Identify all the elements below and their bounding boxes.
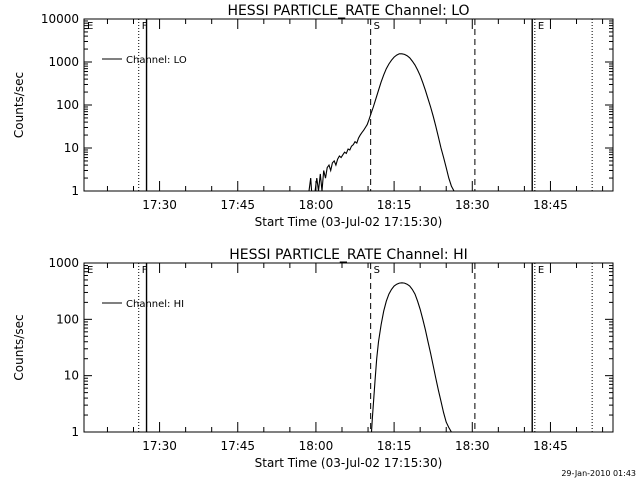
x-tick-label: 18:30 [455,198,490,212]
chart-panel-2: HESSI PARTICLE_RATE Channel: HI Counts/se… [12,247,614,470]
x-tick-label: 17:45 [220,198,255,212]
y-tick-label: 1000 [48,55,79,69]
plot-frame [83,262,614,433]
y-tick-label: 1 [71,425,79,439]
marker-label: F [142,265,148,276]
marker-label: E [538,265,544,276]
marker-label: S [374,265,380,276]
marker-label: E [87,265,93,276]
marker-label: S [374,21,380,32]
x-tick-label: 18:30 [455,439,490,453]
marker-label: F [142,21,148,32]
x-axis-label: Start Time (03-Jul-02 17:15:30) [255,215,443,229]
series-line [370,282,454,433]
y-tick-label: 1000 [48,256,79,270]
y-tick-label: 100 [56,312,79,326]
y-tick-label: 10 [64,369,79,383]
plot-frame [83,18,614,192]
x-tick-label: 18:15 [377,198,412,212]
legend-label: Channel: LO [126,55,187,66]
marker-label: E [538,21,544,32]
x-tick-label: 18:45 [533,439,568,453]
y-axis-label: Counts/sec [12,314,26,380]
chart-title: HESSI PARTICLE_RATE Channel: HI [229,247,467,263]
marker-label: E [87,21,93,32]
x-tick-label: 17:45 [220,439,255,453]
x-tick-label: 17:30 [142,439,177,453]
x-tick-label: 18:00 [299,439,334,453]
x-axis-label: Start Time (03-Jul-02 17:15:30) [255,456,443,470]
x-tick-label: 17:30 [142,198,177,212]
y-tick-label: 100 [56,98,79,112]
chart-panel-1: HESSI PARTICLE_RATE Channel: LO Counts/se… [12,3,614,229]
x-tick-label: 18:15 [377,439,412,453]
y-tick-label: 10000 [41,12,79,26]
x-tick-label: 18:45 [533,198,568,212]
series-line [308,53,457,192]
x-tick-label: 18:00 [299,198,334,212]
y-tick-label: 10 [64,141,79,155]
legend-label: Channel: HI [126,299,184,310]
timestamp-label: 29-Jan-2010 01:43 [561,469,636,478]
y-tick-label: 1 [71,184,79,198]
y-axis-label: Counts/sec [12,72,26,138]
chart-title: HESSI PARTICLE_RATE Channel: LO [227,3,469,19]
